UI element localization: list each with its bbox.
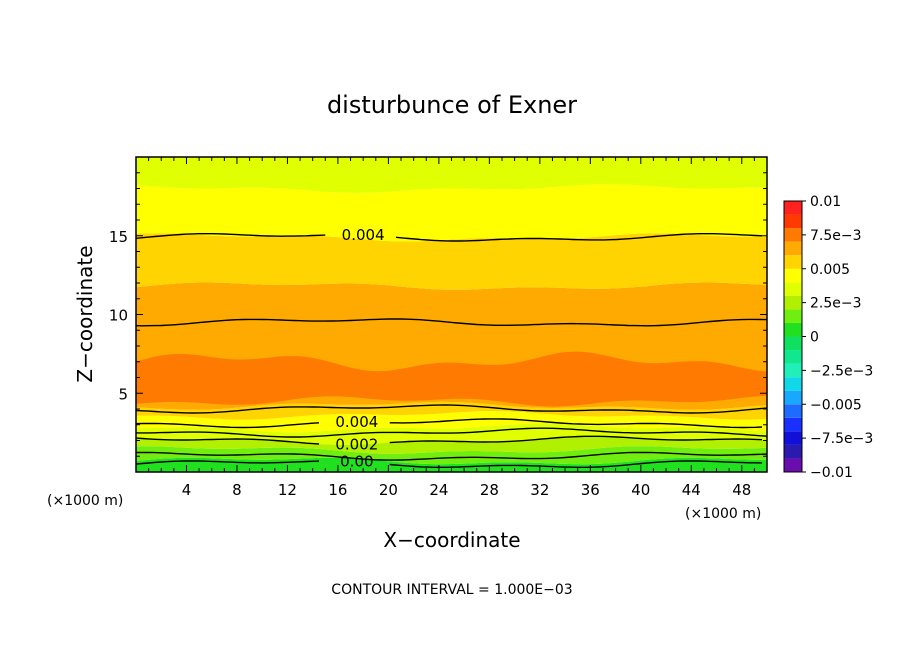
contour-line bbox=[389, 435, 763, 444]
colorbar-swatch bbox=[784, 228, 802, 242]
contour-label: 0.002 bbox=[335, 435, 378, 453]
chart-title: disturbunce of Exner bbox=[327, 91, 577, 119]
contour-label: 0.004 bbox=[342, 226, 385, 244]
contour-line bbox=[135, 422, 320, 429]
colorbar-swatch bbox=[784, 255, 802, 269]
contour-core-region bbox=[136, 351, 767, 407]
colorbar-swatch bbox=[784, 295, 802, 310]
colorbar-swatch bbox=[784, 309, 802, 323]
colorbar-label: −2.5e−3 bbox=[810, 363, 873, 379]
colorbar-swatch bbox=[784, 241, 802, 256]
colorbar-label: −0.01 bbox=[810, 465, 853, 481]
x-axis: 4 8 12 16 20 24 28 32 36 40 44 48 bbox=[148, 157, 755, 499]
y-axis: 5 10 15 bbox=[109, 172, 767, 457]
colorbar-label: 0 bbox=[810, 330, 819, 346]
contour-line bbox=[135, 460, 320, 465]
contour-band bbox=[136, 423, 767, 445]
colorbar: 0.01 7.5e−3 0.005 2.5e−3 0 −2.5e−3 −0.005 −7.5e… bbox=[783, 194, 873, 481]
colorbar-label: 2.5e−3 bbox=[810, 296, 862, 312]
x-tick-label: 24 bbox=[429, 481, 448, 499]
x-axis-title: X−coordinate bbox=[383, 528, 520, 552]
contour-band bbox=[136, 411, 767, 433]
colorbar-label: −0.005 bbox=[810, 397, 862, 413]
contour-line bbox=[135, 233, 326, 239]
colorbar-swatch bbox=[784, 336, 802, 351]
contour-line bbox=[135, 451, 768, 461]
contour-band bbox=[136, 184, 767, 242]
contour-label: 0.00 bbox=[340, 453, 373, 471]
contour-band bbox=[136, 233, 767, 290]
x-tick-label: 48 bbox=[732, 481, 751, 499]
contour-band bbox=[136, 282, 767, 326]
x-tick-label: 8 bbox=[232, 481, 242, 499]
colorbar-swatch bbox=[784, 363, 802, 378]
colorbar-swatch bbox=[784, 214, 802, 229]
contour-line bbox=[395, 233, 763, 242]
y-axis-title: Z−coordinate bbox=[73, 245, 97, 382]
colorbar-label: 0.01 bbox=[810, 194, 841, 210]
y-unit-right: (×1000 m) bbox=[685, 506, 761, 522]
contour-line bbox=[135, 437, 320, 445]
colorbar-swatch bbox=[784, 458, 802, 472]
colorbar-swatch bbox=[784, 431, 802, 445]
contour-interval-note: CONTOUR INTERVAL = 1.000E−03 bbox=[331, 582, 572, 598]
colorbar-swatch bbox=[784, 268, 802, 283]
x-tick-label: 28 bbox=[480, 481, 499, 499]
colorbar-swatch bbox=[784, 377, 802, 391]
contour-label: 0.004 bbox=[335, 413, 378, 431]
contour-band bbox=[136, 446, 767, 465]
y-tick-label: 10 bbox=[109, 307, 128, 325]
y-tick-label: 15 bbox=[109, 228, 128, 246]
x-tick-label: 44 bbox=[682, 481, 701, 499]
colorbar-swatch bbox=[784, 444, 802, 459]
y-tick-label: 5 bbox=[118, 385, 128, 403]
colorbar-label: 0.005 bbox=[810, 262, 850, 278]
x-tick-label: 32 bbox=[530, 481, 549, 499]
colorbar-swatch bbox=[784, 417, 802, 432]
colorbar-label: 7.5e−3 bbox=[810, 228, 862, 244]
contour-line bbox=[136, 427, 768, 438]
contour-line bbox=[135, 318, 768, 327]
contour-line bbox=[389, 418, 763, 429]
colorbar-swatch bbox=[784, 350, 802, 364]
contour-line bbox=[389, 460, 763, 468]
colorbar-swatch bbox=[784, 390, 802, 405]
colorbar-swatch bbox=[784, 322, 802, 337]
colorbar-label: −7.5e−3 bbox=[810, 431, 873, 447]
contour-band bbox=[136, 157, 767, 193]
colorbar-swatch bbox=[784, 282, 802, 296]
x-tick-label: 16 bbox=[328, 481, 347, 499]
colorbar-swatch bbox=[784, 201, 802, 215]
x-tick-label: 12 bbox=[278, 481, 297, 499]
x-tick-label: 40 bbox=[631, 481, 650, 499]
contour-line bbox=[135, 404, 768, 414]
plot-area bbox=[136, 157, 767, 472]
contour-band bbox=[136, 436, 767, 454]
x-tick-label: 4 bbox=[182, 481, 192, 499]
x-unit-left: (×1000 m) bbox=[47, 493, 123, 509]
x-tick-label: 36 bbox=[581, 481, 600, 499]
colorbar-swatch bbox=[784, 404, 802, 418]
x-tick-label: 20 bbox=[379, 481, 398, 499]
